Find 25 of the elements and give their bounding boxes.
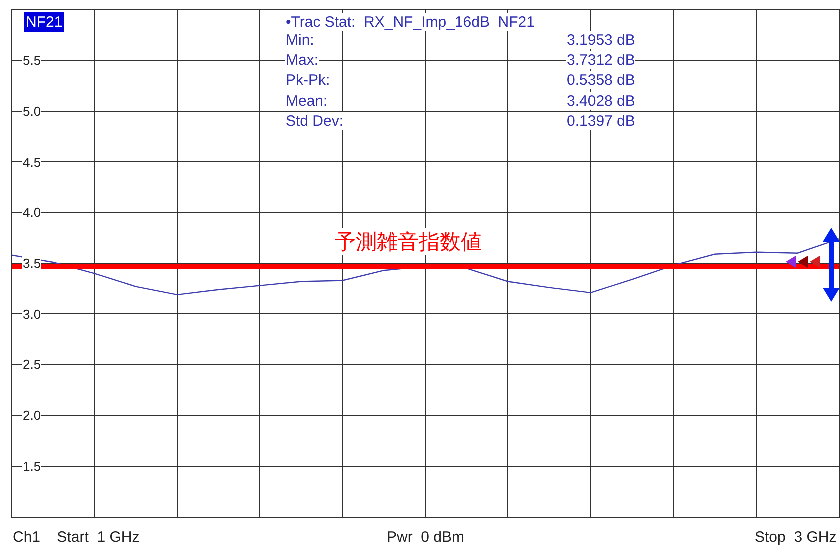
annotation: Pk-Pk: <box>286 72 330 89</box>
annotation: Mean: <box>286 93 328 110</box>
y-tick-label: 4.5 <box>23 155 42 170</box>
text: Ch1 Start 1 GHz <box>13 529 140 545</box>
text: Stop 3 GHz <box>755 529 837 545</box>
y-tick-label: 3.5 <box>23 256 42 271</box>
text: Pwr 0 dBm <box>387 529 465 545</box>
annotation: 0.5358 dB <box>567 72 636 89</box>
y-tick-label: 5.0 <box>23 104 42 119</box>
annotation: NF21 <box>26 14 63 31</box>
annotation: 3.4028 dB <box>567 93 636 110</box>
annotation: •Trac Stat: RX_NF_Imp_16dB NF21 <box>286 14 535 31</box>
annotation: Std Dev: <box>286 113 344 130</box>
y-tick-label: 5.5 <box>23 53 42 68</box>
y-tick-label: 4.0 <box>23 205 42 220</box>
annotation: Min: <box>286 32 314 49</box>
annotation: Max: <box>286 52 319 69</box>
y-tick-label: 2.5 <box>23 357 42 372</box>
y-tick-label: 1.5 <box>23 459 42 474</box>
ref-line-label: 予測雑音指数値 <box>335 230 482 254</box>
annotation: 3.1953 dB <box>567 32 636 49</box>
y-tick-label: 2.0 <box>23 408 42 423</box>
y-tick-label: 3.0 <box>23 307 42 322</box>
annotation: 0.1397 dB <box>567 113 636 130</box>
annotation: 3.7312 dB <box>567 52 636 69</box>
